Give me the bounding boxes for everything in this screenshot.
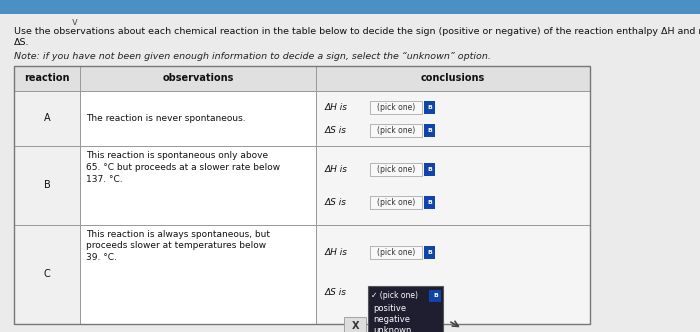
Text: (pick one): (pick one): [377, 103, 416, 112]
Text: ΔS is: ΔS is: [324, 126, 346, 135]
Bar: [370, 246, 422, 259]
Bar: [14, 91, 80, 146]
Text: ΔS is: ΔS is: [324, 198, 346, 207]
Text: ✓ (pick one): ✓ (pick one): [372, 291, 419, 300]
Text: positive: positive: [373, 304, 407, 313]
Text: (pick one): (pick one): [377, 126, 416, 135]
Bar: [370, 124, 422, 137]
Bar: [80, 66, 316, 91]
Text: Note: if you have not been given enough information to decide a sign, select the: Note: if you have not been given enough …: [14, 52, 491, 61]
Bar: [370, 163, 422, 176]
Text: B: B: [43, 180, 50, 190]
Bar: [14, 146, 80, 225]
Text: ΔS.: ΔS.: [14, 38, 29, 47]
Bar: [0, 0, 700, 14]
Bar: [80, 91, 316, 146]
Bar: [424, 124, 435, 137]
Text: (pick one): (pick one): [377, 248, 416, 257]
Bar: [80, 225, 316, 324]
Text: ΔH is: ΔH is: [324, 248, 347, 257]
Bar: [370, 196, 422, 209]
Bar: [429, 290, 442, 302]
Bar: [316, 146, 590, 225]
Text: This reaction is spontaneous only above
65. °C but proceeds at a slower rate bel: This reaction is spontaneous only above …: [86, 151, 281, 184]
Text: X: X: [351, 321, 359, 331]
Bar: [14, 66, 80, 91]
Text: B: B: [428, 105, 433, 110]
Text: (pick one): (pick one): [377, 198, 416, 207]
Text: (pick one): (pick one): [377, 165, 416, 174]
Bar: [316, 225, 590, 324]
Text: observations: observations: [162, 73, 234, 83]
Bar: [80, 146, 316, 225]
Bar: [424, 101, 435, 114]
Text: B: B: [428, 128, 433, 133]
Text: unknown: unknown: [373, 326, 412, 332]
Bar: [370, 101, 422, 114]
Text: ΔH is: ΔH is: [324, 165, 347, 174]
Text: v: v: [72, 17, 78, 27]
Text: B: B: [428, 200, 433, 205]
Bar: [344, 317, 366, 332]
Text: This reaction is always spontaneous, but
proceeds slower at temperatures below
3: This reaction is always spontaneous, but…: [86, 230, 270, 262]
Text: A: A: [44, 113, 50, 123]
Bar: [424, 196, 435, 209]
Bar: [14, 66, 590, 324]
Text: ΔH is: ΔH is: [324, 103, 347, 112]
Bar: [14, 225, 80, 324]
Text: B: B: [428, 167, 433, 172]
Text: negative: negative: [373, 315, 410, 324]
Text: Use the observations about each chemical reaction in the table below to decide t: Use the observations about each chemical…: [14, 27, 700, 36]
Text: ΔS is: ΔS is: [324, 288, 346, 297]
Bar: [316, 91, 590, 146]
Text: The reaction is never spontaneous.: The reaction is never spontaneous.: [86, 114, 246, 123]
Text: B: B: [428, 250, 433, 255]
Bar: [424, 246, 435, 259]
Bar: [368, 286, 443, 332]
Text: conclusions: conclusions: [421, 73, 485, 83]
Text: B: B: [433, 293, 438, 298]
Text: C: C: [43, 269, 50, 279]
Bar: [424, 163, 435, 176]
Text: reaction: reaction: [25, 73, 70, 83]
Bar: [316, 66, 590, 91]
